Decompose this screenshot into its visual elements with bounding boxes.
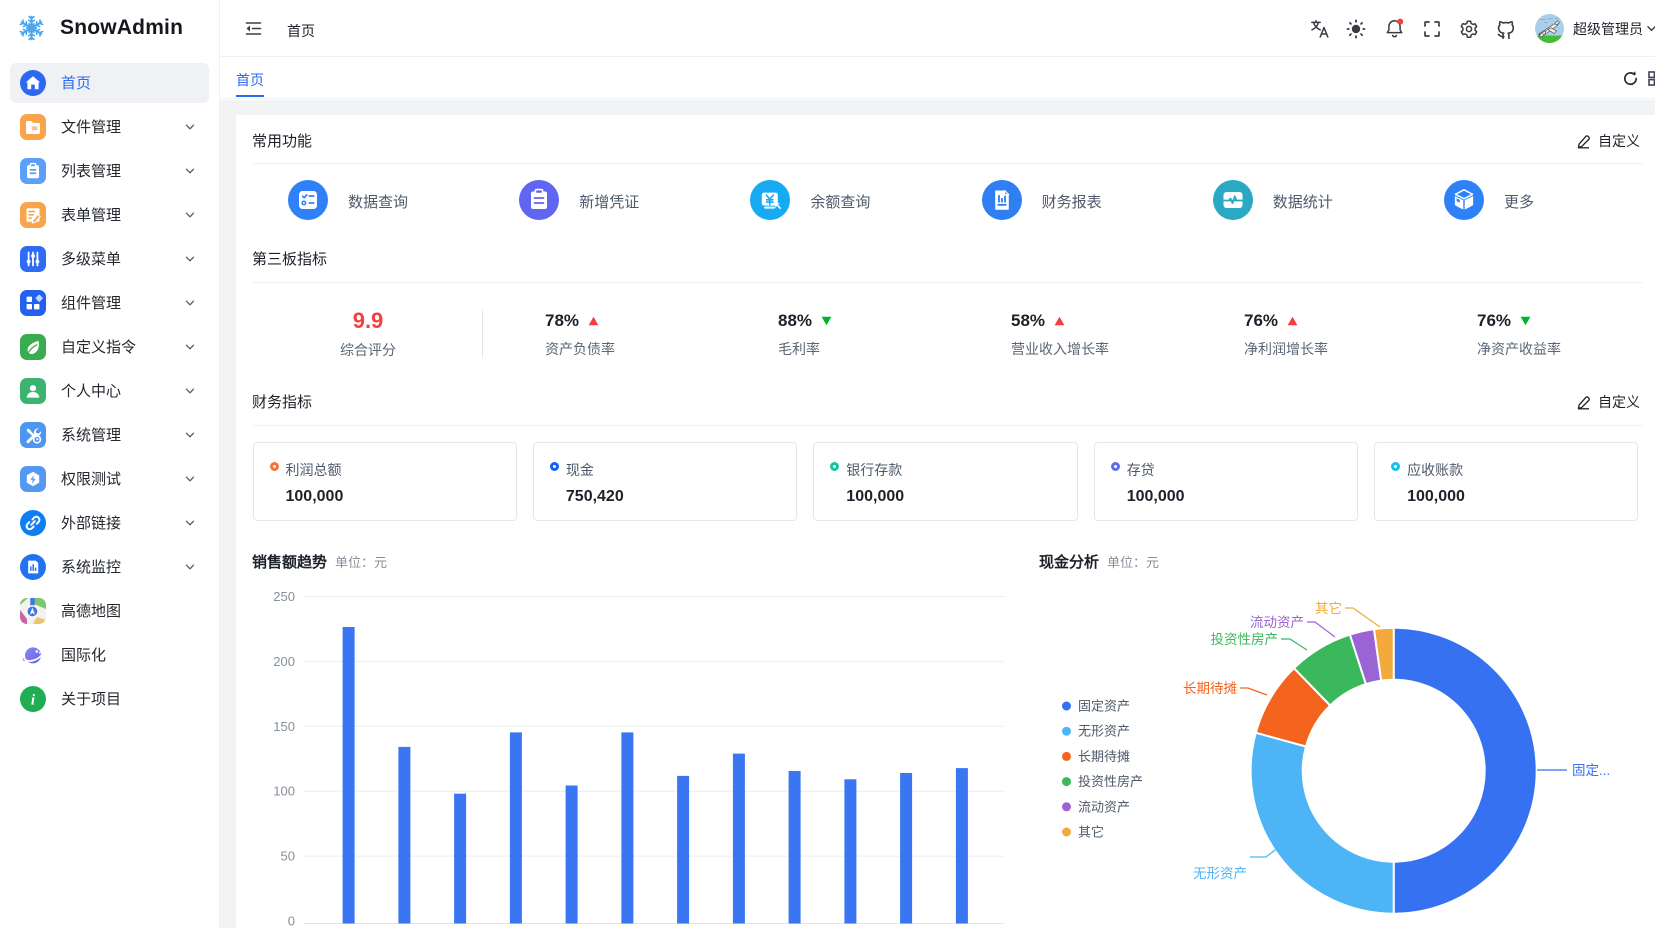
svg-text:无形资产: 无形资产 — [1193, 866, 1247, 881]
svg-text:投资性房产: 投资性房产 — [1211, 632, 1279, 647]
svg-text:250: 250 — [273, 589, 295, 604]
svg-text:长期待摊: 长期待摊 — [1078, 749, 1130, 764]
svg-text:投资性房产: 投资性房产 — [1078, 774, 1143, 789]
svg-text:0: 0 — [288, 914, 295, 928]
svg-text:200: 200 — [273, 654, 295, 669]
svg-text:固定资产: 固定资产 — [1078, 699, 1130, 714]
svg-text:流动资产: 流动资产 — [1250, 615, 1304, 630]
svg-text:固定...: 固定... — [1572, 763, 1610, 778]
svg-text:流动资产: 流动资产 — [1078, 799, 1130, 814]
svg-text:无形资产: 无形资产 — [1078, 724, 1130, 739]
svg-text:其它: 其它 — [1078, 825, 1104, 840]
svg-text:100: 100 — [273, 784, 295, 799]
svg-text:长期待摊: 长期待摊 — [1183, 681, 1237, 696]
svg-text:50: 50 — [281, 849, 295, 864]
svg-text:i: i — [31, 692, 36, 708]
svg-text:其它: 其它 — [1315, 600, 1342, 616]
svg-text:150: 150 — [273, 719, 295, 734]
